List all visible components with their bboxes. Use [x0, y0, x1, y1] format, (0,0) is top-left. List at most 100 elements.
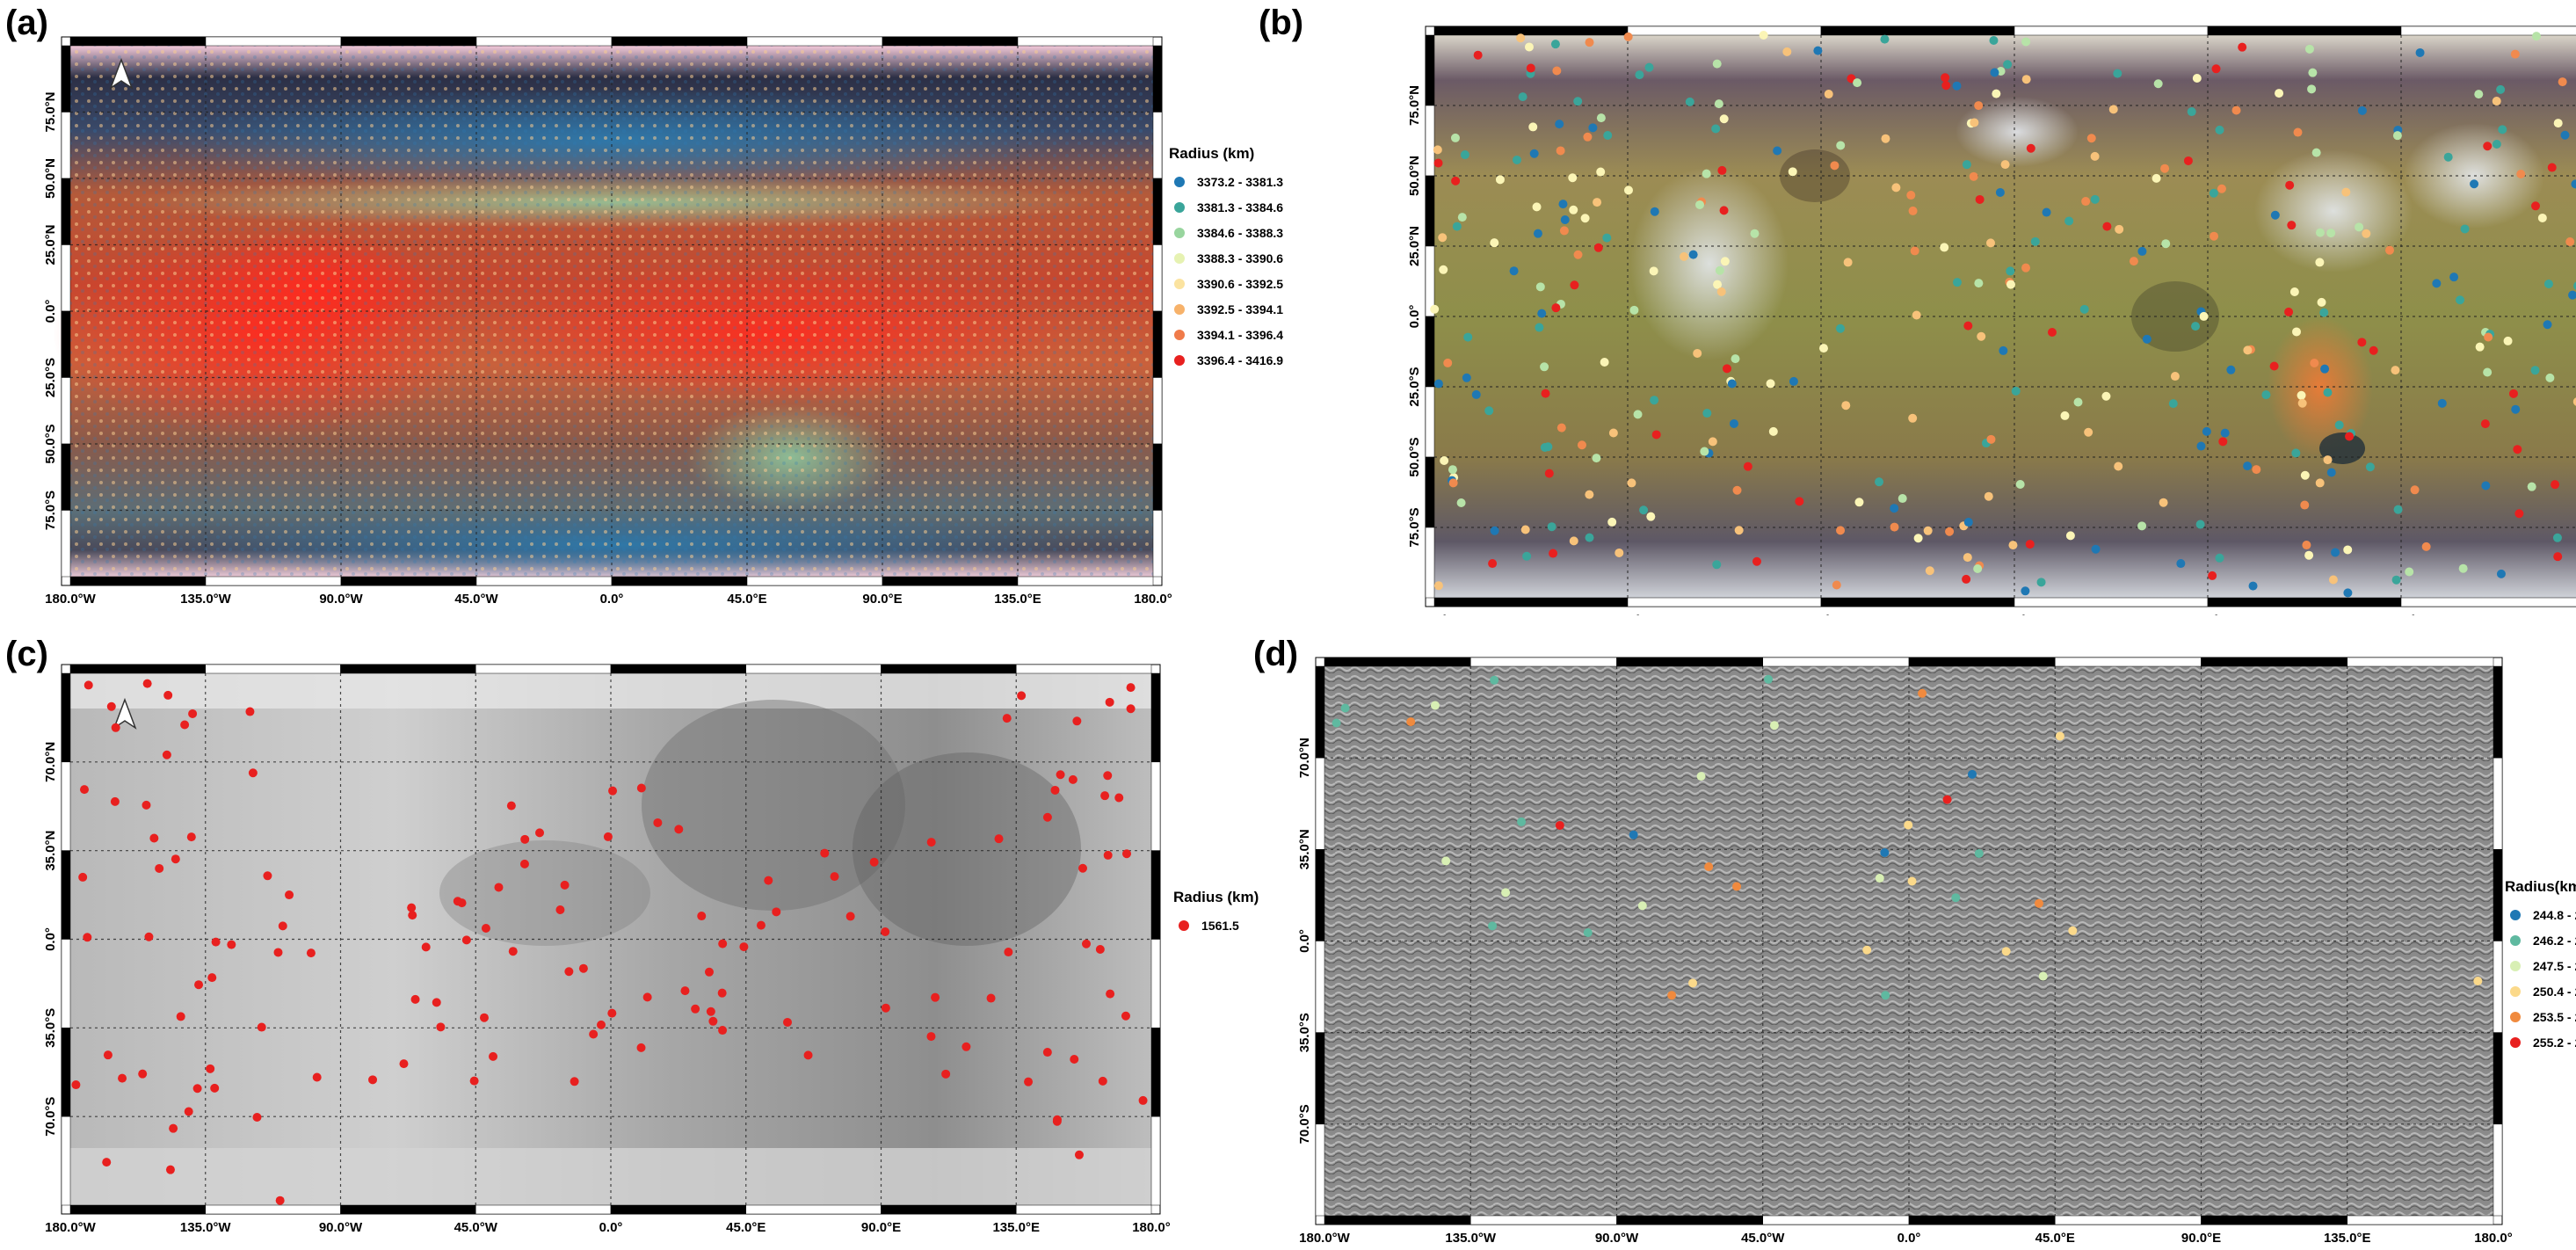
- frame-bar-right: [2493, 1032, 2503, 1125]
- sample-point: [1918, 688, 1927, 698]
- sample-point: [2513, 445, 2522, 454]
- sample-point: [1650, 396, 1659, 405]
- sample-point: [2483, 367, 2493, 377]
- frame-bar-right: [1150, 1028, 1161, 1117]
- sample-point: [1490, 238, 1499, 248]
- legend-swatch: [2510, 986, 2521, 997]
- sample-point: [176, 1012, 185, 1021]
- sample-point: [1734, 526, 1744, 535]
- sample-point: [2287, 221, 2297, 230]
- sample-point: [2369, 345, 2378, 355]
- sample-point: [2211, 64, 2221, 74]
- lon-label: 135.0°W: [1445, 1231, 1497, 1246]
- frame-bar-bottom: [2347, 1215, 2494, 1225]
- sample-point: [1898, 494, 1907, 504]
- sample-point: [2170, 372, 2180, 382]
- sample-point: [2113, 69, 2122, 78]
- sample-point: [2437, 398, 2447, 408]
- sample-point: [1766, 379, 1775, 389]
- sample-point: [2315, 478, 2325, 488]
- frame-bar-top: [881, 664, 1017, 674]
- sample-point: [1836, 141, 1846, 150]
- legend-title: Radius (km): [1173, 889, 1259, 905]
- legend-title: Radius(km): [2505, 878, 2576, 895]
- sample-point: [1106, 989, 1115, 999]
- sample-point: [245, 707, 255, 716]
- frame-bar-bottom: [340, 576, 477, 586]
- frame-bar-right: [2493, 1123, 2503, 1217]
- frame-bar-top: [1762, 657, 1910, 667]
- sample-point: [192, 1084, 202, 1094]
- sample-point: [2001, 947, 2011, 956]
- sample-point: [1764, 674, 1774, 684]
- sample-point: [457, 898, 467, 908]
- sample-point: [494, 883, 504, 892]
- sample-point: [2514, 509, 2524, 519]
- sample-point: [162, 750, 171, 759]
- sample-point: [2220, 428, 2230, 438]
- frame-bar-right: [2493, 941, 2503, 1033]
- sample-point: [306, 948, 316, 958]
- sample-point: [1452, 222, 1462, 231]
- sample-point: [1568, 173, 1578, 183]
- frame-bar-right: [2493, 665, 2503, 759]
- sample-point: [1963, 553, 1972, 563]
- sample-point: [1908, 206, 1918, 215]
- sample-point: [2000, 160, 2010, 170]
- sample-point: [2210, 231, 2219, 241]
- sample-point: [149, 833, 159, 843]
- sample-point: [1835, 323, 1845, 333]
- frame-bar-top: [205, 664, 341, 674]
- sample-point: [2021, 586, 2030, 596]
- sample-point: [1433, 145, 1442, 155]
- sample-point: [1941, 81, 1951, 91]
- sample-point: [2317, 297, 2326, 307]
- map-frame-d: [1315, 657, 2503, 1225]
- sample-point: [1908, 413, 1918, 423]
- sample-point: [1989, 35, 1999, 45]
- sample-point: [2405, 567, 2414, 577]
- sample-point: [1592, 454, 1601, 463]
- sample-point: [1717, 165, 1727, 175]
- frame-bar-top: [69, 36, 207, 47]
- sample-point: [2558, 77, 2567, 87]
- sample-point: [1555, 820, 1564, 830]
- frame-bar-left: [1315, 665, 1325, 759]
- sample-point: [1443, 358, 1453, 367]
- sample-point: [273, 948, 283, 957]
- sample-point: [1985, 238, 1995, 248]
- sample-point: [2496, 569, 2506, 578]
- sample-point: [248, 768, 258, 778]
- sample-point: [1473, 50, 1483, 60]
- sample-point: [1537, 309, 1547, 318]
- lon-label: 90.0°W: [1595, 1231, 1639, 1246]
- lon-label: 135.0°E: [2324, 1231, 2371, 1246]
- frame-bar-bottom: [2201, 1215, 2347, 1225]
- sample-point: [80, 785, 90, 795]
- sample-point: [2560, 130, 2570, 140]
- lon-label: 135.0°W: [180, 592, 232, 607]
- sample-point: [2391, 366, 2400, 375]
- frame-bar-bottom: [1324, 1215, 1471, 1225]
- sample-point: [2498, 125, 2507, 134]
- sample-point: [2142, 334, 2152, 344]
- lat-label: 70.0°S: [43, 1097, 58, 1137]
- frame-bar-left: [1315, 757, 1325, 850]
- sample-point: [1716, 287, 1726, 296]
- sample-point: [2289, 287, 2299, 296]
- sample-point: [1974, 279, 1984, 288]
- lat-label: 0.0°: [1297, 929, 1312, 953]
- sample-point: [1702, 169, 1711, 178]
- sample-point: [2047, 327, 2057, 337]
- map-image-a: [53, 46, 1153, 580]
- lon-label: 90.0°E: [861, 1220, 901, 1235]
- sample-point: [1573, 250, 1583, 259]
- sample-point: [2300, 500, 2310, 510]
- sample-point: [1685, 97, 1694, 106]
- frame-bar-bottom: [205, 1204, 341, 1215]
- sample-point: [2543, 320, 2552, 330]
- sample-point: [1945, 527, 1955, 536]
- sample-point: [1484, 406, 1494, 416]
- sample-point: [869, 857, 879, 867]
- sample-points: [1332, 674, 2483, 1000]
